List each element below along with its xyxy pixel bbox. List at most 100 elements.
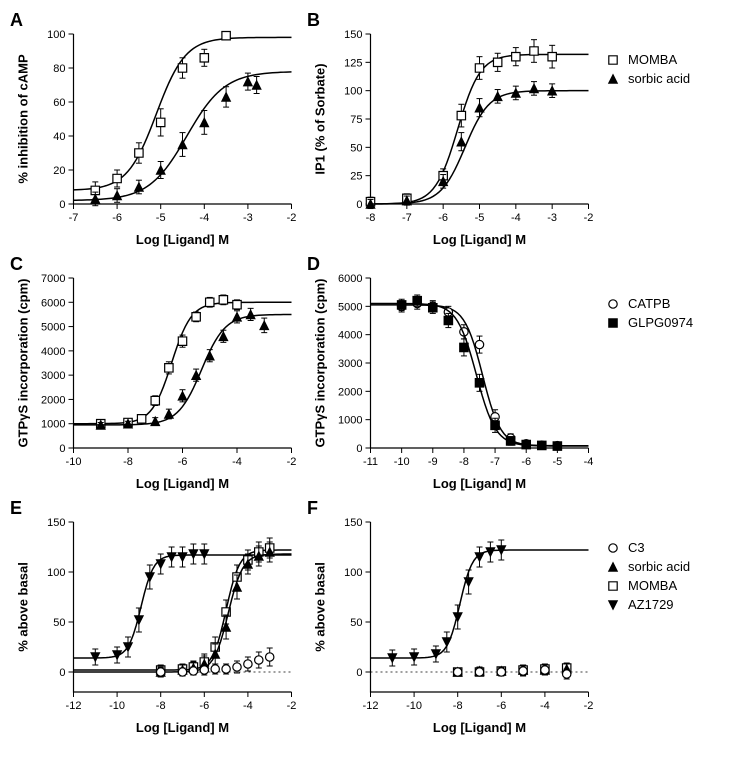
plot-C: 01000200030004000500060007000-10-8-6-4-2…	[10, 254, 303, 494]
svg-text:4000: 4000	[41, 346, 65, 358]
svg-text:-7: -7	[490, 456, 500, 468]
svg-text:6000: 6000	[338, 273, 362, 285]
svg-text:100: 100	[344, 86, 362, 98]
legend-label: AZ1729	[628, 597, 674, 612]
legend-label: GLPG0974	[628, 315, 693, 330]
legend-row2: CATPB GLPG0974	[604, 254, 734, 494]
legend-row1: MOMBA sorbic acid	[604, 10, 734, 250]
legend-item: AZ1729	[604, 597, 734, 612]
svg-text:-8: -8	[156, 700, 166, 712]
svg-text:-10: -10	[406, 700, 422, 712]
panel-F: F 050100150-12-10-8-6-4-2Log [Ligand] M%…	[307, 498, 600, 738]
svg-text:-2: -2	[287, 456, 297, 468]
svg-text:50: 50	[53, 617, 65, 629]
svg-text:-2: -2	[584, 700, 594, 712]
svg-text:100: 100	[47, 567, 65, 579]
svg-text:-10: -10	[66, 456, 82, 468]
panel-label-F: F	[307, 498, 318, 519]
plot-F: 050100150-12-10-8-6-4-2Log [Ligand] M% a…	[307, 498, 600, 738]
legend-label: MOMBA	[628, 52, 677, 67]
svg-text:0: 0	[356, 443, 362, 455]
panel-D: D 0100020003000400050006000-11-10-9-8-7-…	[307, 254, 600, 494]
svg-text:-6: -6	[112, 212, 122, 224]
svg-text:Log [Ligand] M: Log [Ligand] M	[136, 720, 229, 735]
panel-E: E 050100150-12-10-8-6-4-2Log [Ligand] M%…	[10, 498, 303, 738]
svg-text:1000: 1000	[338, 415, 362, 427]
svg-text:-8: -8	[459, 456, 469, 468]
svg-text:0: 0	[356, 667, 362, 679]
svg-text:-5: -5	[552, 456, 562, 468]
svg-text:% above basal: % above basal	[16, 562, 31, 652]
panel-label-D: D	[307, 254, 320, 275]
svg-text:2000: 2000	[41, 394, 65, 406]
svg-text:-4: -4	[540, 700, 550, 712]
panel-B: B 0255075100125150-8-7-6-5-4-3-2Log [Lig…	[307, 10, 600, 250]
svg-text:-7: -7	[69, 212, 79, 224]
plot-E: 050100150-12-10-8-6-4-2Log [Ligand] M% a…	[10, 498, 303, 738]
legend-item: GLPG0974	[604, 315, 734, 330]
svg-text:20: 20	[53, 165, 65, 177]
legend-label: sorbic acid	[628, 71, 690, 86]
svg-text:75: 75	[350, 114, 362, 126]
legend-label: MOMBA	[628, 578, 677, 593]
svg-text:0: 0	[356, 199, 362, 211]
svg-text:100: 100	[47, 29, 65, 41]
svg-text:Log [Ligand] M: Log [Ligand] M	[433, 232, 526, 247]
svg-text:-6: -6	[178, 456, 188, 468]
svg-text:7000: 7000	[41, 273, 65, 285]
C3-icon	[604, 541, 622, 555]
svg-text:-6: -6	[496, 700, 506, 712]
panel-label-B: B	[307, 10, 320, 31]
sorbic_acid-icon	[604, 72, 622, 86]
legend-item: MOMBA	[604, 578, 734, 593]
plot-B: 0255075100125150-8-7-6-5-4-3-2Log [Ligan…	[307, 10, 600, 250]
svg-text:GTPγS incorporation (cpm): GTPγS incorporation (cpm)	[16, 278, 31, 447]
svg-text:-8: -8	[453, 700, 463, 712]
legend-item: CATPB	[604, 296, 734, 311]
svg-text:0: 0	[59, 199, 65, 211]
plot-A: 020406080100-7-6-5-4-3-2Log [Ligand] M% …	[10, 10, 303, 250]
svg-text:80: 80	[53, 63, 65, 75]
svg-text:-4: -4	[243, 700, 253, 712]
svg-text:6000: 6000	[41, 297, 65, 309]
svg-text:5000: 5000	[338, 301, 362, 313]
panel-label-E: E	[10, 498, 22, 519]
svg-text:60: 60	[53, 97, 65, 109]
svg-text:-3: -3	[547, 212, 557, 224]
svg-text:-7: -7	[402, 212, 412, 224]
svg-text:-12: -12	[363, 700, 379, 712]
svg-text:-11: -11	[363, 456, 378, 468]
svg-text:GTPγS incorporation (cpm): GTPγS incorporation (cpm)	[313, 278, 328, 447]
svg-text:-6: -6	[521, 456, 531, 468]
legend-label: C3	[628, 540, 645, 555]
svg-text:-3: -3	[243, 212, 253, 224]
svg-text:-2: -2	[584, 212, 594, 224]
MOMBA-icon	[604, 53, 622, 67]
svg-text:125: 125	[344, 57, 362, 69]
AZ1729-icon	[604, 598, 622, 612]
svg-text:50: 50	[350, 142, 362, 154]
legend-item: C3	[604, 540, 734, 555]
svg-text:1000: 1000	[41, 419, 65, 431]
CATPB-icon	[604, 297, 622, 311]
panel-C: C 01000200030004000500060007000-10-8-6-4…	[10, 254, 303, 494]
svg-text:2000: 2000	[338, 386, 362, 398]
svg-text:3000: 3000	[41, 370, 65, 382]
svg-text:-10: -10	[109, 700, 125, 712]
svg-text:4000: 4000	[338, 330, 362, 342]
legend-item: sorbic acid	[604, 71, 734, 86]
svg-text:25: 25	[350, 171, 362, 183]
svg-text:Log [Ligand] M: Log [Ligand] M	[433, 720, 526, 735]
svg-text:-4: -4	[511, 212, 521, 224]
sorbic_acid-icon	[604, 560, 622, 574]
svg-text:-5: -5	[156, 212, 166, 224]
svg-text:% inhibition of cAMP: % inhibition of cAMP	[16, 54, 31, 184]
svg-text:-5: -5	[475, 212, 485, 224]
svg-text:40: 40	[53, 131, 65, 143]
svg-text:-2: -2	[287, 212, 297, 224]
svg-text:-4: -4	[199, 212, 209, 224]
svg-text:5000: 5000	[41, 322, 65, 334]
svg-text:50: 50	[350, 617, 362, 629]
svg-text:0: 0	[59, 443, 65, 455]
svg-text:-10: -10	[394, 456, 410, 468]
